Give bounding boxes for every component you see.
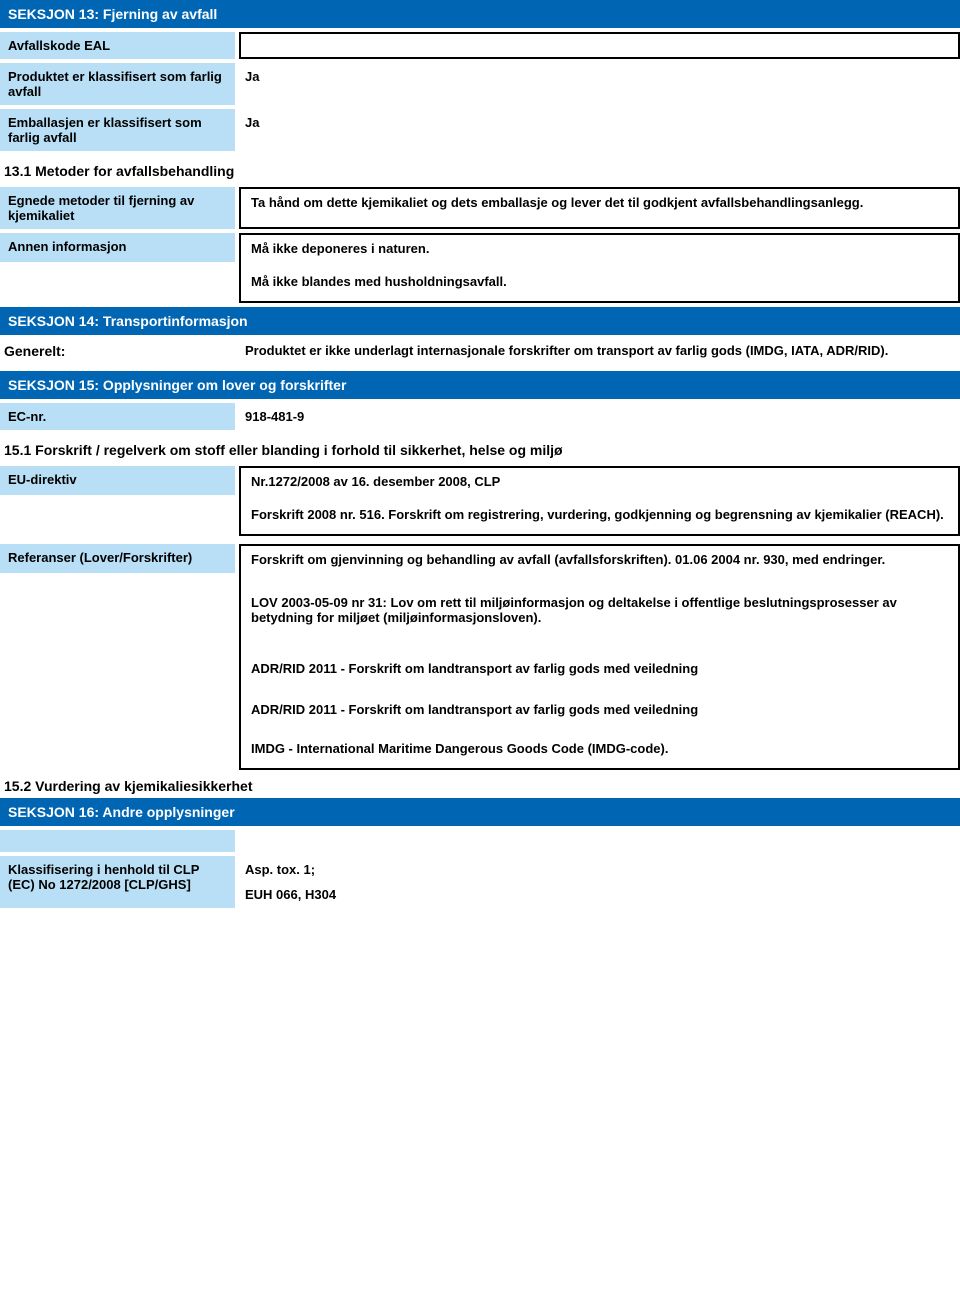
row-egnede: Egnede metoder til fjerning av kjemikali… [0,187,960,229]
row-ec-nr: EC-nr. 918-481-9 [0,403,960,430]
referanser-p3: ADR/RID 2011 - Forskrift om landtranspor… [239,647,960,690]
row-emballasje-klass: Emballasjen er klassifisert som farlig a… [0,109,960,151]
referanser-p2: LOV 2003-05-09 nr 31: Lov om rett til mi… [239,573,960,647]
section-16-header: SEKSJON 16: Andre opplysninger [0,798,960,826]
produkt-klass-value: Ja [235,63,960,105]
eu-direktiv-value: Nr.1272/2008 av 16. desember 2008, CLP [239,466,960,495]
egnede-label: Egnede metoder til fjerning av kjemikali… [0,187,235,229]
generelt-label: Generelt: [0,339,235,363]
row-klass-clp: Klassifisering i henhold til CLP (EC) No… [0,856,960,908]
row-referanser: Referanser (Lover/Forskrifter) Forskrift… [0,544,960,573]
sub-15-1: 15.1 Forskrift / regelverk om stoff elle… [0,434,960,462]
referanser-p4: ADR/RID 2011 - Forskrift om landtranspor… [239,690,960,729]
eu-direktiv-extra: Forskrift 2008 nr. 516. Forskrift om reg… [239,495,960,536]
referanser-value: Forskrift om gjenvinning og behandling a… [239,544,960,573]
klass-value-line1: Asp. tox. 1; [245,862,950,877]
row-produkt-klass: Produktet er klassifisert som farlig avf… [0,63,960,105]
klass-clp-label: Klassifisering i henhold til CLP (EC) No… [0,856,235,908]
ec-nr-label: EC-nr. [0,403,235,430]
sub-13-1: 13.1 Metoder for avfallsbehandling [0,155,960,183]
emballasje-klass-value: Ja [235,109,960,151]
referanser-label: Referanser (Lover/Forskrifter) [0,544,235,573]
klass-value-line2: EUH 066, H304 [245,887,950,902]
referanser-p5: IMDG - International Maritime Dangerous … [239,729,960,770]
annen-info-value: Må ikke deponeres i naturen. [239,233,960,262]
avfallskode-label: Avfallskode EAL [0,32,235,59]
klass-clp-value: Asp. tox. 1; EUH 066, H304 [235,856,960,908]
egnede-value: Ta hånd om dette kjemikaliet og dets emb… [239,187,960,229]
row-eu-direktiv: EU-direktiv Nr.1272/2008 av 16. desember… [0,466,960,495]
generelt-value: Produktet er ikke underlagt internasjona… [235,339,960,362]
sub-15-2: 15.2 Vurdering av kjemikaliesikkerhet [0,770,960,798]
annen-info-extra: Må ikke blandes med husholdningsavfall. [239,262,960,303]
eu-direktiv-label: EU-direktiv [0,466,235,495]
row-avfallskode: Avfallskode EAL [0,32,960,59]
ec-nr-value: 918-481-9 [235,403,960,430]
section-15-header: SEKSJON 15: Opplysninger om lover og for… [0,371,960,399]
section-14-header: SEKSJON 14: Transportinformasjon [0,307,960,335]
avfallskode-value [239,32,960,59]
empty-label-cell [0,830,235,852]
section-13-header: SEKSJON 13: Fjerning av avfall [0,0,960,28]
emballasje-klass-label: Emballasjen er klassifisert som farlig a… [0,109,235,151]
annen-info-label: Annen informasjon [0,233,235,262]
row-annen-info: Annen informasjon Må ikke deponeres i na… [0,233,960,262]
row-generelt: Generelt: Produktet er ikke underlagt in… [0,339,960,363]
produkt-klass-label: Produktet er klassifisert som farlig avf… [0,63,235,105]
